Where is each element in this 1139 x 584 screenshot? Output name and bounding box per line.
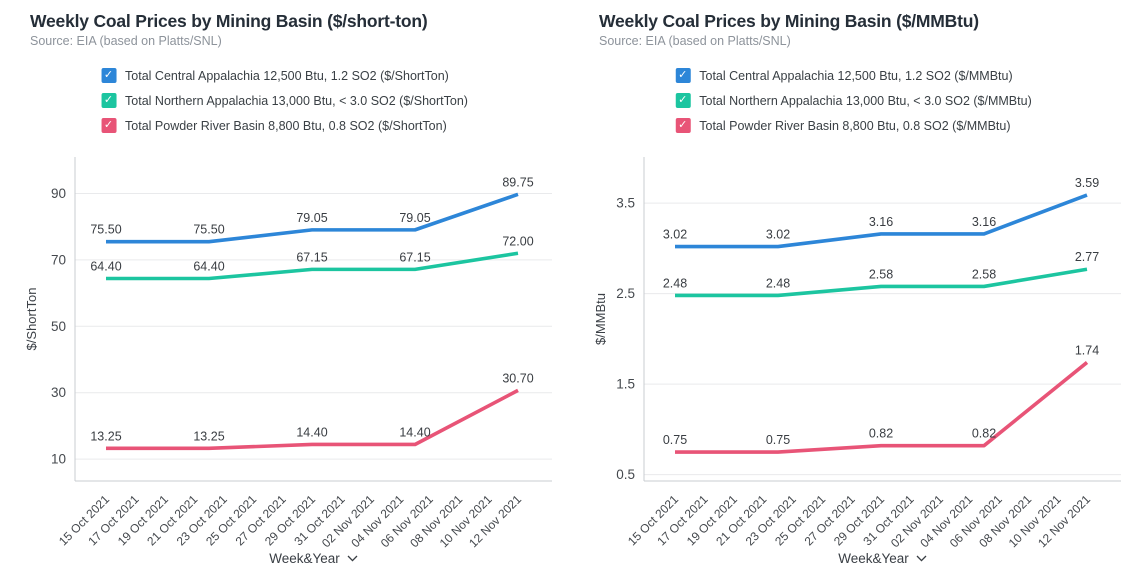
data-label: 3.02 (663, 228, 687, 242)
chart-panel-mmbtu: Weekly Coal Prices by Mining Basin ($/MM… (569, 0, 1138, 584)
legend: ✓ Total Central Appalachia 12,500 Btu, 1.… (675, 68, 1032, 133)
data-label: 0.82 (972, 427, 996, 441)
legend: ✓ Total Central Appalachia 12,500 Btu, 1.… (101, 68, 468, 133)
data-label: 75.50 (193, 223, 224, 237)
chart-title: Weekly Coal Prices by Mining Basin ($/sh… (30, 11, 428, 31)
data-label: 3.16 (972, 215, 996, 229)
data-label: 30.70 (502, 371, 533, 385)
y-tick-label: 10 (51, 452, 66, 467)
chart-source: Source: EIA (based on Platts/SNL) (30, 34, 222, 48)
data-label: 3.02 (766, 228, 790, 242)
chart-source: Source: EIA (based on Platts/SNL) (599, 34, 791, 48)
y-tick-label: 3.5 (616, 196, 635, 211)
legend-item-teal[interactable]: ✓ Total Northern Appalachia 13,000 Btu, <… (675, 93, 1032, 108)
series-line-teal (675, 267, 1088, 298)
y-tick-label: 30 (51, 385, 66, 400)
series-line-pink (675, 361, 1089, 454)
data-label: 64.40 (90, 260, 121, 274)
data-label: 13.25 (90, 429, 121, 443)
chevron-down-icon (916, 555, 927, 562)
y-axis-title: $/ShortTon (24, 288, 39, 351)
series-line-blue (106, 192, 519, 244)
y-tick-label: 90 (51, 186, 66, 201)
x-axis-title-label: Week&Year (838, 551, 909, 566)
series-line-blue (675, 193, 1088, 249)
data-label: 67.15 (399, 250, 430, 264)
data-label: 3.59 (1075, 176, 1099, 190)
data-label: 67.15 (296, 250, 327, 264)
legend-label: Total Central Appalachia 12,500 Btu, 1.2… (699, 68, 1013, 83)
y-axis-title: $/MMBtu (593, 293, 608, 345)
legend-item-pink[interactable]: ✓ Total Powder River Basin 8,800 Btu, 0.8… (101, 118, 447, 133)
data-label: 79.05 (296, 211, 327, 225)
legend-label: Total Northern Appalachia 13,000 Btu, < … (125, 93, 468, 108)
data-label: 0.75 (766, 433, 790, 447)
legend-label: Total Powder River Basin 8,800 Btu, 0.8 … (125, 118, 447, 133)
data-label: 79.05 (399, 211, 430, 225)
legend-checkbox-icon[interactable]: ✓ (675, 93, 691, 108)
legend-checkbox-icon[interactable]: ✓ (101, 68, 117, 83)
data-label: 14.40 (399, 425, 430, 439)
y-tick-label: 50 (51, 319, 66, 334)
data-label: 2.58 (972, 267, 996, 281)
legend-label: Total Central Appalachia 12,500 Btu, 1.2… (125, 68, 449, 83)
y-tick-label: 70 (51, 252, 66, 267)
series-line-teal (106, 251, 519, 281)
legend-checkbox-icon[interactable]: ✓ (101, 118, 117, 133)
data-label: 2.48 (663, 276, 687, 290)
data-label: 0.75 (663, 433, 687, 447)
legend-checkbox-icon[interactable]: ✓ (101, 93, 117, 108)
data-label: 13.25 (193, 429, 224, 443)
data-label: 2.48 (766, 276, 790, 290)
x-axis-title-dropdown[interactable]: Week&Year (75, 551, 552, 566)
legend-item-pink[interactable]: ✓ Total Powder River Basin 8,800 Btu, 0.8… (675, 118, 1011, 133)
data-label: 89.75 (502, 175, 533, 189)
data-label: 3.16 (869, 215, 893, 229)
data-label: 75.50 (90, 223, 121, 237)
x-axis-title-label: Week&Year (269, 551, 340, 566)
legend-label: Total Northern Appalachia 13,000 Btu, < … (699, 93, 1032, 108)
y-tick-label: 0.5 (616, 467, 635, 482)
legend-item-teal[interactable]: ✓ Total Northern Appalachia 13,000 Btu, <… (101, 93, 468, 108)
data-label: 14.40 (296, 425, 327, 439)
legend-item-blue[interactable]: ✓ Total Central Appalachia 12,500 Btu, 1.… (675, 68, 1013, 83)
data-label: 0.82 (869, 427, 893, 441)
series-line-pink (106, 388, 519, 451)
legend-item-blue[interactable]: ✓ Total Central Appalachia 12,500 Btu, 1.… (101, 68, 449, 83)
y-tick-label: 1.5 (616, 377, 635, 392)
x-axis-title-dropdown[interactable]: Week&Year (644, 551, 1121, 566)
chart-panel-short-ton: Weekly Coal Prices by Mining Basin ($/sh… (0, 0, 569, 584)
data-label: 64.40 (193, 260, 224, 274)
chevron-down-icon (347, 555, 358, 562)
data-label: 1.74 (1075, 343, 1099, 357)
data-label: 2.58 (869, 267, 893, 281)
legend-label: Total Powder River Basin 8,800 Btu, 0.8 … (699, 118, 1011, 133)
legend-checkbox-icon[interactable]: ✓ (675, 118, 691, 133)
y-tick-label: 2.5 (616, 286, 635, 301)
data-label: 2.77 (1075, 250, 1099, 264)
chart-title: Weekly Coal Prices by Mining Basin ($/MM… (599, 11, 979, 31)
data-label: 72.00 (502, 234, 533, 248)
legend-checkbox-icon[interactable]: ✓ (675, 68, 691, 83)
